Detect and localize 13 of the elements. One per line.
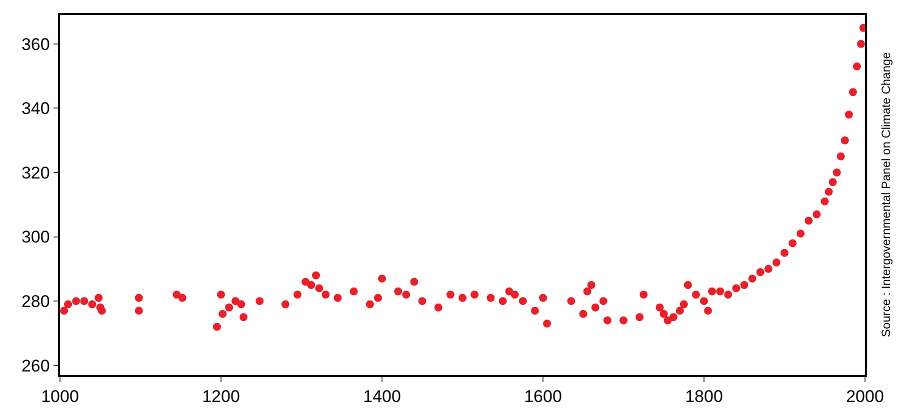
- y-tick-label: 260: [21, 356, 50, 376]
- source-note: Source : Intergovernmental Panel on Climate Change: [879, 52, 894, 338]
- x-tick-label: 1600: [524, 387, 562, 406]
- x-tick-label: 1000: [41, 387, 79, 406]
- y-tick-label: 320: [21, 163, 50, 182]
- y-tick-label: 360: [21, 34, 50, 54]
- y-tick-label: 300: [21, 228, 50, 247]
- x-tick-label: 1400: [363, 387, 401, 406]
- x-tick-label: 2000: [846, 387, 884, 406]
- y-tick-label: 340: [21, 99, 50, 118]
- x-tick-label: 1200: [202, 387, 240, 406]
- y-tick-label: 280: [21, 292, 50, 312]
- x-tick-label: 1800: [685, 387, 723, 406]
